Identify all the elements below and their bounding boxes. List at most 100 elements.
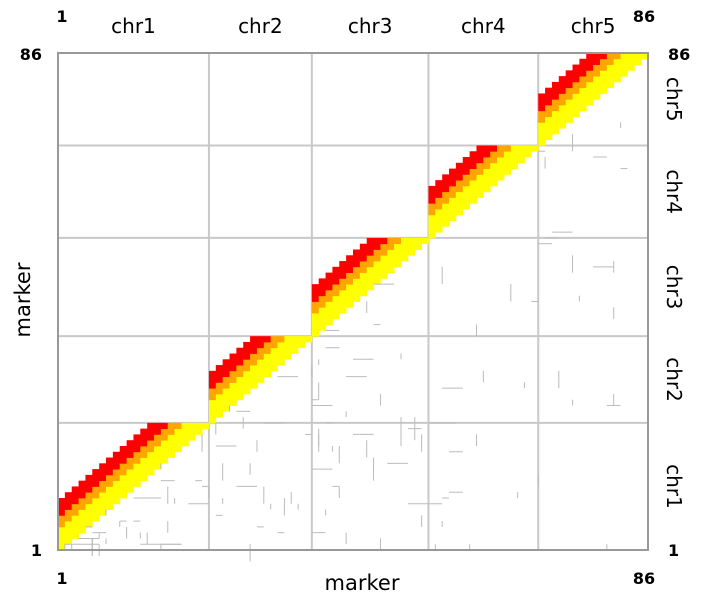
heatmap-cell: [208, 376, 217, 383]
heatmap-cell: [394, 243, 402, 250]
heatmap-cell: [106, 480, 114, 487]
heatmap-cell: [449, 203, 457, 210]
heatmap-cell: [325, 295, 333, 302]
right-tick-bottom: 1: [668, 541, 679, 560]
heatmap-cell: [545, 116, 553, 123]
heatmap-cell: [133, 457, 141, 464]
heatmap-cell: [490, 162, 498, 169]
heatmap-cell: [538, 139, 546, 146]
heatmap-cell: [202, 422, 210, 430]
heatmap-cell: [236, 365, 244, 372]
heatmap-cell: [99, 503, 107, 510]
x-tick-bottom-start: 1: [56, 569, 67, 588]
heatmap-cell: [469, 157, 477, 164]
heatmap-cell: [606, 81, 615, 89]
heatmap-cell: [346, 261, 354, 268]
heatmap-cell: [298, 336, 306, 343]
heatmap-cell: [401, 255, 409, 262]
heatmap-cell: [387, 243, 395, 250]
heatmap-cell: [497, 162, 505, 169]
heatmap-cell: [442, 180, 450, 187]
heatmap-cell: [112, 486, 121, 493]
heatmap-cell: [462, 185, 471, 193]
heatmap-cell: [373, 249, 381, 256]
heatmap-cell: [606, 76, 615, 83]
heatmap-cell: [270, 353, 278, 360]
heatmap-cell: [140, 445, 148, 453]
heatmap-cell: [476, 174, 484, 181]
heatmap-cell: [92, 480, 100, 487]
heatmap-cell: [599, 76, 608, 83]
heatmap-cell: [58, 538, 66, 545]
heatmap-cell: [551, 110, 560, 117]
heatmap-cell: [428, 220, 436, 227]
heatmap-cell: [263, 370, 272, 378]
heatmap-cell: [78, 497, 86, 505]
heatmap-cell: [339, 266, 347, 274]
heatmap-cell: [558, 76, 567, 83]
heatmap-cell: [476, 180, 484, 187]
heatmap-cell: [497, 174, 505, 181]
heatmap-cell: [92, 474, 100, 482]
heatmap-cell: [545, 133, 553, 141]
heatmap-cell: [236, 359, 244, 366]
heatmap-cell: [442, 214, 450, 221]
heatmap-cell: [250, 359, 258, 366]
heatmap-cell: [469, 174, 477, 181]
heatmap-cell: [428, 197, 436, 204]
heatmap-cell: [99, 469, 107, 476]
heatmap-cell: [222, 393, 230, 401]
heatmap-cell: [359, 249, 368, 256]
heatmap-cell: [99, 480, 107, 487]
heatmap-cell: [483, 157, 491, 164]
heatmap-cell: [490, 151, 498, 158]
heatmap-cell: [71, 503, 79, 510]
heatmap-cell: [71, 515, 79, 522]
heatmap-cell: [64, 503, 73, 510]
heatmap-cell: [229, 399, 237, 406]
heatmap-cell: [634, 53, 642, 60]
heatmap-cell: [606, 70, 615, 77]
heatmap-cell: [140, 440, 148, 447]
heatmap-cell: [387, 261, 395, 268]
heatmap-cell: [380, 266, 388, 274]
heatmap-cell: [579, 105, 587, 112]
heatmap-cell: [85, 492, 93, 499]
heatmap-cell: [449, 168, 457, 175]
heatmap-cell: [85, 515, 93, 522]
heatmap-cell: [119, 457, 128, 464]
heatmap-cell: [167, 428, 176, 435]
heatmap-cell: [222, 399, 230, 406]
heatmap-cell: [332, 301, 340, 308]
heatmap-cell: [78, 515, 86, 522]
heatmap-cell: [250, 347, 258, 354]
heatmap-cell: [311, 307, 320, 314]
heatmap-cell: [599, 81, 608, 89]
heatmap-cell: [517, 145, 525, 152]
heatmap-cell: [627, 53, 635, 60]
heatmap-cell: [270, 365, 278, 372]
heatmap-cell: [449, 209, 457, 216]
heatmap-cell: [236, 382, 244, 389]
heatmap-cell: [325, 278, 333, 285]
heatmap-cell: [476, 145, 484, 152]
heatmap-cell: [599, 58, 608, 65]
heatmap-cell: [497, 145, 505, 152]
heatmap-cell: [599, 53, 608, 60]
heatmap-cell: [112, 474, 121, 482]
heatmap-cell: [250, 365, 258, 372]
heatmap-cell: [106, 497, 114, 505]
heatmap-cell: [140, 463, 148, 470]
heatmap-cell: [359, 266, 368, 274]
y-tick-top: 86: [20, 45, 42, 64]
heatmap-cell: [256, 347, 265, 354]
heatmap-cell: [449, 191, 457, 198]
heatmap-cell: [133, 469, 141, 476]
heatmap-cell: [325, 301, 333, 308]
heatmap-cell: [92, 492, 100, 499]
heatmap-cell: [545, 110, 553, 117]
heatmap-cell: [551, 116, 560, 123]
heatmap-cell: [85, 509, 93, 516]
heatmap-cell: [332, 266, 340, 274]
heatmap-cell: [126, 445, 134, 453]
